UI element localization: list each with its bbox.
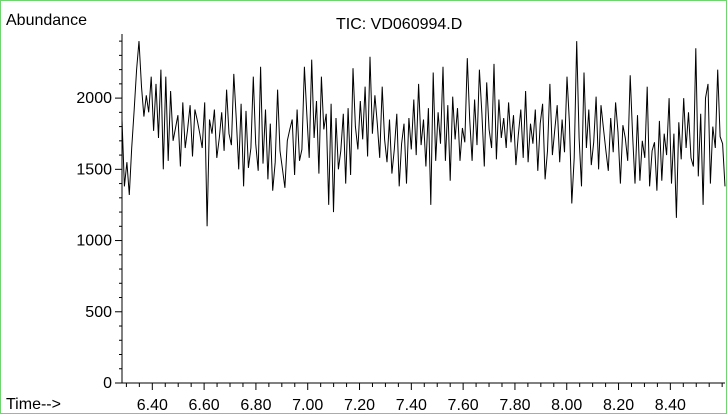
x-tick-label: 7.80 [499,397,530,414]
x-tick-label: 7.20 [344,397,375,414]
x-tick-label: 8.00 [551,397,582,414]
x-tick-label: 6.40 [137,397,168,414]
x-tick-label: 6.60 [189,397,220,414]
x-tick-label: 6.80 [240,397,271,414]
tic-series-line [121,41,726,227]
x-tick-label: 8.20 [603,397,634,414]
y-axis-label: Abundance [6,12,87,29]
x-tick-label: 8.40 [655,397,686,414]
y-tick-label: 500 [85,304,112,321]
x-tick-label: 7.60 [448,397,479,414]
x-tick-label: 7.00 [292,397,323,414]
x-tick-label: 7.40 [396,397,427,414]
x-axis-label: Time--> [6,396,61,413]
y-tick-label: 1500 [76,161,112,178]
chart-title: TIC: VD060994.D [336,16,463,33]
y-tick-label: 1000 [76,233,112,250]
y-tick-label: 0 [103,375,112,392]
y-tick-label: 2000 [76,90,112,107]
